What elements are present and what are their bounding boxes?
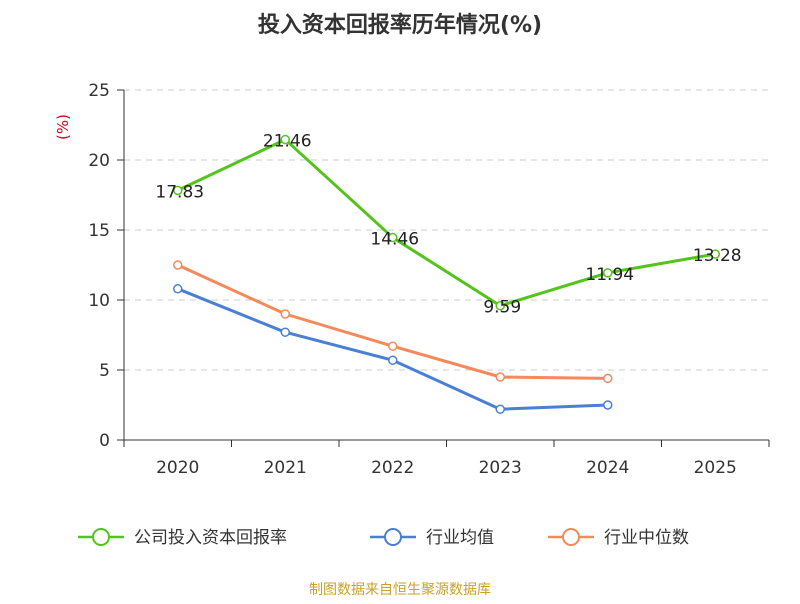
chart-title: 投入资本回报率历年情况(%) [258,12,542,38]
legend-label[interactable]: 行业中位数 [604,528,689,548]
y-tick-label: 15 [88,221,110,241]
data-point[interactable] [280,309,290,319]
y-tick-label: 5 [99,361,110,381]
y-tick-label: 25 [88,81,110,101]
x-tick-label: 2020 [156,458,199,478]
data-point[interactable] [603,268,613,278]
data-point[interactable] [495,404,505,414]
data-label: 11.94 [585,265,634,285]
x-tick-label: 2023 [479,458,522,478]
data-point[interactable] [388,355,398,365]
data-point[interactable] [173,284,183,294]
x-tick-label: 2024 [586,458,629,478]
series-group [173,134,720,414]
data-point[interactable] [388,232,398,243]
data-point[interactable] [710,249,720,259]
data-point[interactable] [173,260,183,270]
series-line [176,138,717,308]
source-note: 制图数据来自恒生聚源数据库 [309,582,491,598]
data-label: 13.28 [693,246,742,266]
grid-lines [124,89,769,371]
data-point[interactable] [603,400,613,410]
x-tick-label: 2022 [371,458,414,478]
data-point[interactable] [280,134,290,145]
legend-marker[interactable] [92,528,110,546]
data-point[interactable] [280,327,290,337]
legend-label[interactable]: 公司投入资本回报率 [134,528,287,548]
data-labels: 17.83 21.46 14.46 9.59 11.94 13.28 [155,132,741,318]
legend-marker[interactable] [384,528,402,546]
data-label: 21.46 [263,132,312,152]
data-point[interactable] [603,373,613,384]
data-point[interactable] [388,341,398,351]
x-tick-label: 2025 [694,458,737,478]
y-tick-label: 10 [88,291,110,311]
data-point[interactable] [495,300,505,311]
legend-label[interactable]: 行业均值 [426,528,494,548]
y-tick-label: 20 [88,151,110,171]
data-point[interactable] [173,185,183,196]
x-tick-label: 2021 [264,458,307,478]
legend[interactable]: 公司投入资本回报率 行业均值 行业中位数 [78,528,689,548]
data-point[interactable] [495,372,505,382]
y-tick-label: 0 [99,431,110,451]
data-label: 9.59 [483,298,521,318]
legend-marker[interactable] [562,528,580,546]
y-axis-unit-label: (%) [54,114,72,140]
data-label: 17.83 [155,182,204,202]
data-label: 14.46 [370,230,419,250]
